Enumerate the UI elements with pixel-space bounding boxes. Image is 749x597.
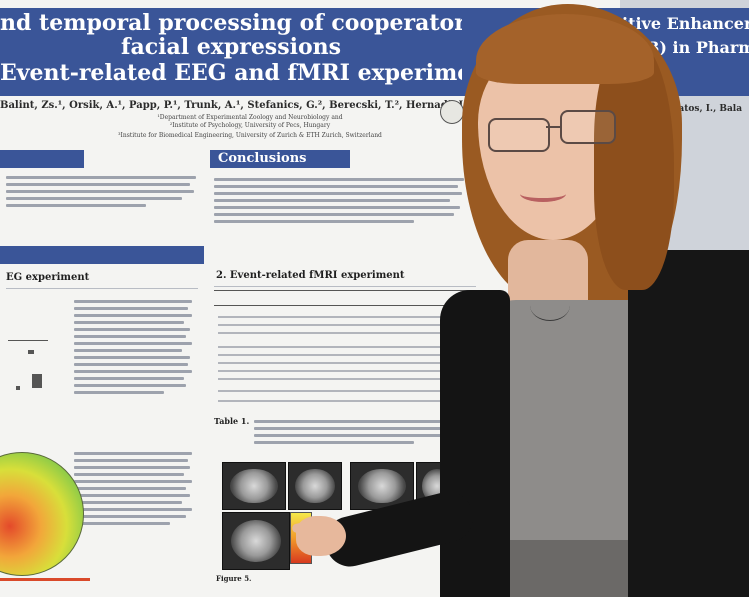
person-cardigan-right [628, 250, 749, 597]
person-cardigan-left [440, 290, 510, 597]
poster-title-line-3: Event-related EEG and fMRI experiments [0, 60, 510, 86]
university-seal-logo [440, 100, 464, 124]
poster-title-line-2: facial expressions [120, 34, 341, 60]
conclusions-text-block [214, 178, 464, 227]
section-header-eeg [0, 246, 204, 264]
glasses-bridge [546, 126, 562, 128]
glasses-left-lens [488, 118, 550, 152]
figure-1-caption [74, 300, 192, 398]
person-necklace [530, 290, 570, 321]
heatmap-scale-bar [0, 578, 90, 581]
fmri-title-rule [214, 286, 476, 287]
poster-title-banner: nd temporal processing of cooperator and… [0, 8, 630, 96]
glasses-right-lens [560, 110, 616, 144]
eeg-scalp-heatmap [0, 452, 84, 576]
table-caption-text [254, 420, 474, 448]
poster-affiliation-3: ³Institute for Biomedical Engineering, U… [118, 132, 382, 139]
fmri-results-table [214, 290, 476, 408]
section-header-left [0, 150, 84, 168]
person-smile [520, 186, 566, 202]
adjacent-poster-authors: Lakatos, I., Bala [660, 104, 743, 114]
section-header-conclusions: Conclusions [210, 150, 350, 168]
poster-authors: Balint, Zs.¹, Orsik, A.¹, Papp, P.¹, Tru… [0, 100, 472, 111]
eeg-column-title: EG experiment [6, 272, 90, 283]
poster-affiliation-1: ¹Department of Experimental Zoology and … [157, 114, 343, 121]
adjacent-poster-title-1: itive Enhancer E [622, 14, 749, 33]
table-header-row [214, 290, 476, 306]
figure-5-label: Figure 5. [216, 574, 252, 583]
brain-scan-coronal [288, 462, 342, 510]
poster-title-line-1: nd temporal processing of cooperator and… [0, 10, 630, 36]
figure-2-caption [74, 452, 192, 529]
eeg-title-rule [6, 288, 198, 289]
intro-text-block [6, 176, 196, 211]
fmri-column-title: 2. Event-related fMRI experiment [216, 270, 405, 281]
eeg-erp-plot [8, 330, 60, 400]
brain-scan-sagittal [222, 462, 286, 510]
brain-scan-axial [222, 512, 290, 570]
table-caption-label: Table 1. [214, 416, 250, 426]
poster-affiliation-2: ²Institute of Psychology, University of … [169, 122, 331, 129]
person-hair-fringe [476, 14, 654, 84]
